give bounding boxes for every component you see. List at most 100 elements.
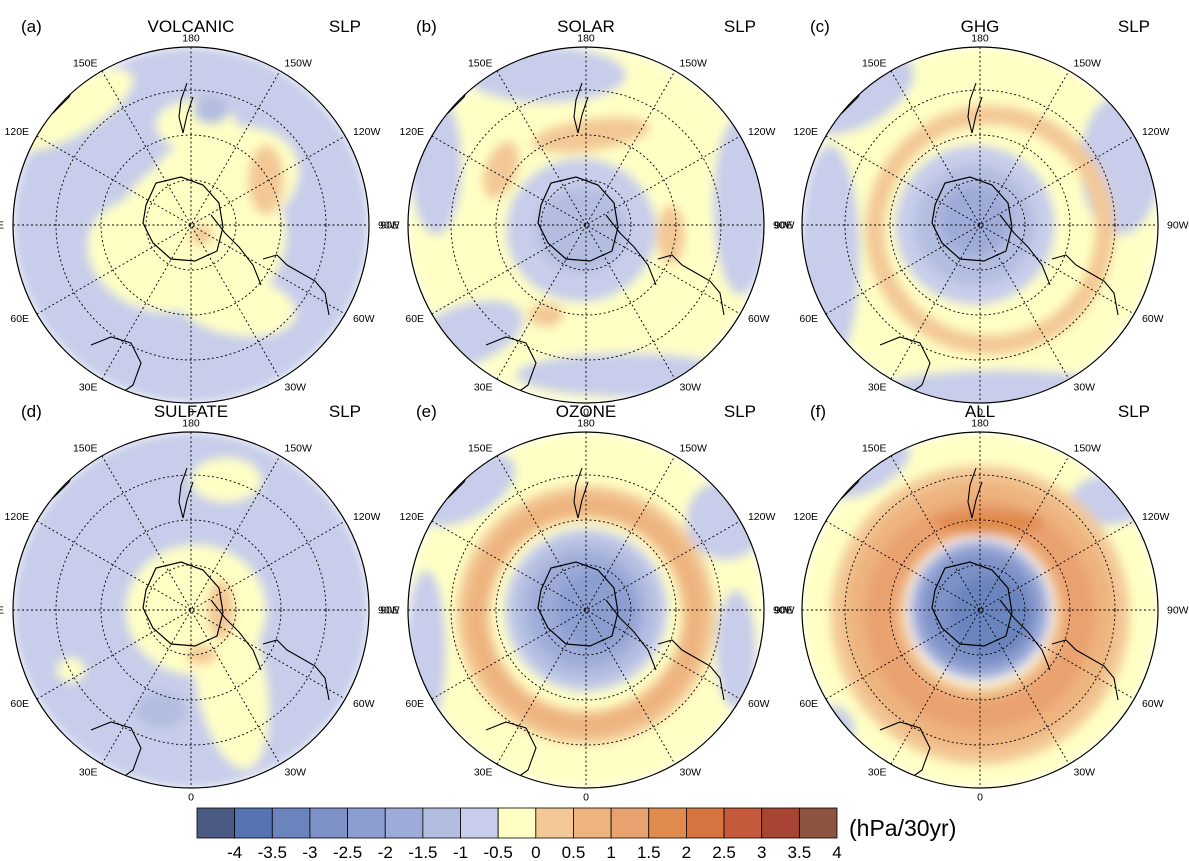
latitude-circle — [100, 134, 282, 316]
map-panel-sulfate: 180 150W 120W 90W 60W 30W 0 30E 60E 90E 120E 150E (d… — [0, 402, 400, 804]
antarctic-peninsula-coastline — [210, 599, 262, 671]
neg-anomaly — [802, 145, 860, 365]
meridian-line — [825, 135, 1135, 315]
latitude-circle — [889, 134, 1071, 316]
meridian-line — [36, 520, 346, 700]
map-panel-volcanic: 180 150W 120W 90W 60W 30W 0 30E 60E 90E 120E 150E (a… — [0, 17, 400, 419]
longitude-label: 30W — [285, 766, 307, 778]
longitude-label: 60E — [10, 698, 29, 710]
colorbar-unit-label: (hPa/30yr) — [849, 815, 956, 841]
longitude-label: 90W — [773, 220, 795, 232]
meridian-line — [825, 520, 1135, 700]
longitude-label: 150W — [285, 58, 313, 70]
longitude-label: 150E — [862, 58, 887, 70]
meridian-line — [101, 455, 281, 765]
meridian-line — [431, 135, 741, 315]
africa-coastline — [485, 336, 537, 396]
south-america-coastline — [262, 254, 330, 316]
pos-anomaly — [189, 225, 213, 245]
new-zealand-coastline — [967, 82, 983, 134]
longitude-label: 30E — [79, 766, 98, 778]
longitude-label: 90E — [774, 605, 793, 617]
panel-field-label: SLP — [724, 17, 756, 36]
longitude-label: 60E — [405, 698, 424, 710]
longitude-label: 150W — [680, 443, 708, 455]
neg-anomaly — [716, 590, 756, 710]
meridian-line — [496, 70, 676, 380]
anomaly-field — [802, 432, 1158, 788]
longitude-label: 180 — [182, 33, 200, 45]
colorbar-tick-label: 2.5 — [712, 843, 736, 861]
pos-anomaly — [193, 591, 269, 769]
longitude-label: 150W — [285, 443, 313, 455]
south-america-coastline — [657, 639, 725, 701]
longitude-label: 120E — [794, 126, 819, 138]
anomaly-contours — [13, 47, 369, 403]
colorbar-tick-label: 2 — [682, 843, 691, 861]
antarctic-peninsula-coastline — [210, 214, 262, 286]
map-boundary — [407, 46, 765, 404]
longitude-label: 120E — [794, 511, 819, 523]
africa-coastline — [879, 721, 931, 781]
longitude-label: 150E — [73, 443, 98, 455]
longitude-label: 120W — [1142, 126, 1170, 138]
panel-field-label: SLP — [329, 402, 361, 421]
longitude-label: 30E — [868, 766, 887, 778]
panel-title: SOLAR — [557, 17, 615, 36]
meridian-line — [496, 455, 676, 765]
longitude-label: 0 — [977, 792, 983, 804]
colorbar-tick-label: -4 — [227, 843, 242, 861]
longitude-label: 0 — [188, 407, 194, 419]
africa-coastline — [90, 721, 142, 781]
map-panel-all: 180 150W 120W 90W 60W 30W 0 30E 60E 90E 120E 150E (f… — [774, 402, 1188, 804]
longitude-label: 60E — [799, 313, 818, 325]
antarctic-peninsula-coastline — [605, 599, 657, 671]
colorbar-swatch — [234, 807, 273, 839]
longitude-label: 90E — [0, 605, 4, 617]
longitude-label: 150E — [468, 58, 493, 70]
longitude-label: 150E — [468, 443, 493, 455]
longitude-label: 120E — [5, 126, 30, 138]
latitude-circle — [450, 474, 722, 746]
africa-coastline — [485, 721, 537, 781]
longitude-label: 30W — [1074, 381, 1096, 393]
longitude-label: 120W — [1142, 511, 1170, 523]
colorbar-tick-label: 1.5 — [637, 843, 661, 861]
meridian-line — [890, 70, 1070, 380]
longitude-label: 150W — [680, 58, 708, 70]
colorbar-swatch — [610, 807, 650, 839]
new-zealand-coastline — [573, 82, 589, 134]
meridian-line — [890, 70, 1070, 380]
colorbar-tick-label: -3.5 — [258, 843, 287, 861]
colorbar-swatch — [686, 807, 725, 839]
antarctica-coastline — [537, 561, 619, 647]
meridian-line — [101, 70, 281, 380]
south-america-coastline — [657, 254, 725, 316]
longitude-label: 60W — [1142, 313, 1164, 325]
longitude-label: 30E — [79, 381, 98, 393]
panel-letter: (b) — [416, 17, 437, 36]
anomaly-field — [408, 47, 764, 403]
longitude-label: 120W — [748, 511, 776, 523]
colorbar-swatch — [761, 807, 800, 839]
latitude-circle — [145, 179, 237, 271]
longitude-label: 180 — [971, 33, 989, 45]
longitude-label: 150W — [1074, 443, 1102, 455]
pos-ring — [865, 105, 1115, 355]
panel-title: OZONE — [556, 402, 616, 421]
longitude-label: 120W — [748, 126, 776, 138]
colorbar-tick-label: -2.5 — [333, 843, 362, 861]
colorbar-tick-label: 3 — [757, 843, 766, 861]
longitude-label: 0 — [583, 407, 589, 419]
longitude-label: 30W — [285, 381, 307, 393]
longitude-label: 30W — [1074, 766, 1096, 778]
panel-letter: (c) — [810, 17, 830, 36]
longitude-label: 180 — [971, 418, 989, 430]
africa-coastline — [879, 336, 931, 396]
anomaly-field — [802, 47, 1158, 403]
meridian-line — [101, 455, 281, 765]
colorbar-tick-label: -1 — [453, 843, 468, 861]
pos-anomaly — [176, 273, 296, 337]
longitude-label: 90E — [0, 220, 4, 232]
latitude-circle — [495, 134, 677, 316]
